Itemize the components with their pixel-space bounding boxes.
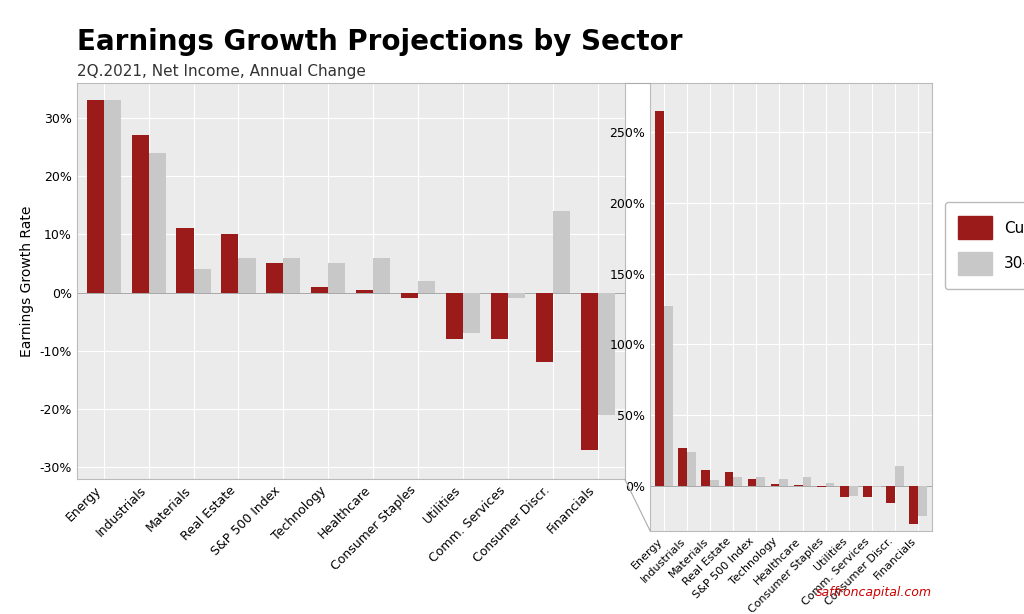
Bar [840, 486, 849, 497]
Bar [871, 486, 881, 488]
Bar [553, 211, 570, 292]
Bar [895, 466, 904, 486]
Bar [239, 258, 256, 292]
Bar [817, 486, 825, 488]
Bar [825, 483, 835, 486]
Bar [329, 263, 345, 292]
Bar [909, 486, 918, 524]
Bar [687, 452, 696, 486]
Bar [733, 477, 742, 486]
Bar [655, 111, 665, 486]
Bar [148, 153, 166, 292]
Bar [725, 472, 733, 486]
Bar [445, 292, 463, 339]
Bar [598, 292, 614, 415]
Bar [794, 485, 803, 486]
Bar [508, 292, 525, 298]
Bar [757, 477, 765, 486]
Bar [536, 292, 553, 362]
Bar [918, 486, 927, 516]
Bar [194, 270, 211, 292]
Bar [356, 290, 373, 292]
Bar [221, 235, 239, 292]
Bar [665, 306, 673, 486]
Bar [863, 486, 871, 497]
Bar [103, 100, 121, 292]
Text: Earnings Growth Projections by Sector: Earnings Growth Projections by Sector [77, 28, 682, 56]
Y-axis label: Earnings Growth Rate: Earnings Growth Rate [20, 205, 34, 357]
Bar [711, 480, 719, 486]
Bar [401, 292, 418, 298]
Bar [176, 228, 194, 292]
Text: 2Q.2021, Net Income, Annual Change: 2Q.2021, Net Income, Annual Change [77, 64, 366, 79]
Bar [373, 258, 390, 292]
Bar [771, 484, 779, 486]
Bar [679, 448, 687, 486]
Legend: Current, 30-Mar: Current, 30-Mar [944, 202, 1024, 289]
Bar [849, 486, 857, 495]
Bar [701, 470, 711, 486]
Bar [463, 292, 480, 333]
Bar [748, 479, 757, 486]
Bar [87, 100, 103, 292]
Bar [131, 135, 148, 292]
Bar [311, 287, 329, 292]
Bar [490, 292, 508, 339]
Bar [581, 292, 598, 450]
Bar [803, 477, 811, 486]
Bar [779, 479, 788, 486]
Bar [886, 486, 895, 503]
Bar [284, 258, 300, 292]
Bar [266, 263, 284, 292]
Text: saffroncapital.com: saffroncapital.com [816, 586, 932, 599]
Bar [418, 281, 435, 292]
